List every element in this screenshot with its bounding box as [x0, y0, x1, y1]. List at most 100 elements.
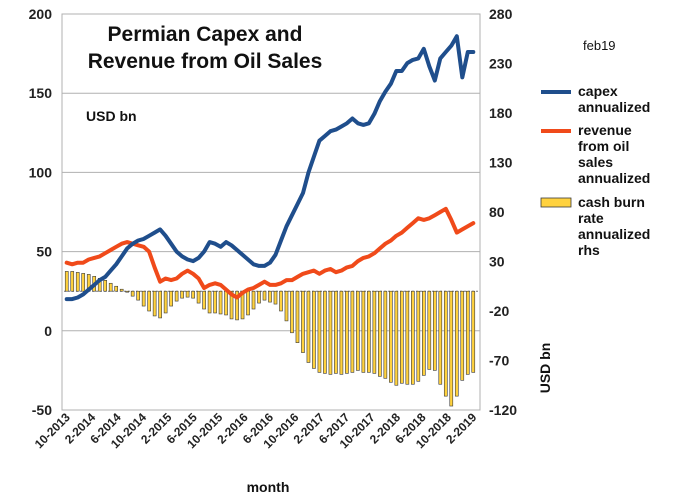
- cash-burn-bar: [416, 290, 421, 382]
- cash_burn-legend-label: rhs: [578, 242, 600, 258]
- cash-burn-bar: [108, 282, 113, 292]
- cash-burn-bar: [438, 290, 443, 385]
- cash-burn-bar: [279, 290, 283, 312]
- cash-burn-bar: [251, 290, 256, 310]
- cash-burn-bar: [361, 290, 366, 373]
- cash_burn-legend-label: annualized: [578, 226, 650, 242]
- revenue-legend-label: revenue: [578, 122, 632, 138]
- cash-burn-bar: [301, 290, 305, 353]
- cash-burn-bar: [290, 290, 294, 334]
- x-axis-label: month: [247, 479, 290, 495]
- cash-burn-bar: [422, 290, 426, 376]
- cash-burn-bar: [81, 273, 86, 292]
- cash-burn-bar: [191, 290, 195, 299]
- cash-burn-bar: [196, 290, 201, 304]
- cash-burn-bar: [443, 290, 448, 397]
- right-axis-label: USD bn: [537, 343, 553, 394]
- cash-burn-bar: [295, 290, 300, 343]
- cash-burn-bar: [454, 290, 459, 397]
- cash-burn-bar: [268, 290, 272, 303]
- revenue-legend-label: sales: [578, 154, 613, 170]
- cash-burn-bar: [465, 290, 470, 375]
- cash-burn-bar: [235, 290, 239, 321]
- right-tick-label: 230: [489, 56, 513, 72]
- cash-burn-bar: [180, 290, 184, 299]
- cash-burn-bar: [103, 280, 108, 292]
- cash-burn-bar: [284, 290, 289, 322]
- cash_burn-legend-label: cash burn: [578, 194, 645, 210]
- right-tick-label: -20: [489, 303, 509, 319]
- chart-title-line2: Revenue from Oil Sales: [88, 50, 323, 73]
- cash-burn-bar: [202, 290, 206, 310]
- cash-burn-bar: [257, 290, 261, 304]
- right-tick-label: 180: [489, 105, 513, 121]
- series-lines: [64, 34, 476, 302]
- cash-burn-bar: [207, 290, 212, 314]
- cash-burn-bar: [400, 290, 404, 384]
- x-axis-ticks: 10-20132-20146-201410-20142-20156-201510…: [32, 410, 480, 451]
- capex-line: [64, 34, 476, 302]
- cash-burn-bar: [427, 290, 432, 370]
- left-tick-label: 150: [29, 85, 53, 101]
- cash_burn-legend-label: rate: [578, 210, 604, 226]
- cash-burn-bar: [383, 290, 388, 379]
- cash-burn-bar: [119, 288, 124, 292]
- cash-burn-bar: [70, 271, 75, 292]
- cash-burn-bar: [64, 271, 69, 292]
- cash-burn-bar: [411, 290, 415, 385]
- cash-burn-bar: [262, 290, 267, 301]
- right-tick-label: -120: [489, 402, 517, 418]
- capex-legend-label: annualized: [578, 99, 650, 115]
- cash-burn-bar: [367, 290, 371, 373]
- cash-burn-bar: [356, 290, 360, 371]
- right-tick-label: -70: [489, 353, 509, 369]
- right-tick-label: 80: [489, 204, 505, 220]
- cash-burn-bar: [185, 290, 190, 298]
- right-axis-ticks: 280 230 180 130 80 30 -20 -70 -120: [489, 6, 517, 418]
- left-tick-label: 100: [29, 164, 53, 180]
- cash-burn-bar: [273, 290, 278, 305]
- cash-burn-bar: [213, 290, 217, 314]
- cash-burn-bar: [229, 290, 234, 320]
- plot-area: [61, 13, 481, 411]
- cash-burn-bar: [163, 290, 168, 314]
- left-axis-ticks: 200 150 100 50 0 -50: [29, 6, 53, 418]
- cash-burn-bar: [306, 290, 311, 363]
- right-tick-label: 30: [489, 254, 505, 270]
- cash-burn-bar: [334, 290, 338, 374]
- revenue-legend-label: from oil: [578, 138, 629, 154]
- cash-burn-bar: [389, 290, 393, 383]
- cash-burn-bar: [218, 290, 223, 315]
- cash-burn-bar: [158, 290, 162, 319]
- unit-label: USD bn: [86, 108, 137, 124]
- cash-burn-bar: [75, 272, 80, 292]
- cash-burn-bar: [152, 290, 157, 317]
- cash-burn-bar: [372, 290, 377, 374]
- cash-burn-bar: [246, 290, 250, 316]
- cash-burn-bar: [378, 290, 382, 377]
- cash-burn-bar: [141, 290, 146, 307]
- cash-burn-bar: [125, 290, 129, 293]
- cash-burn-bar: [174, 290, 179, 302]
- cash-burn-bar: [130, 290, 135, 297]
- left-tick-label: 50: [36, 244, 52, 260]
- cash-burn-bar: [328, 290, 333, 375]
- capex-legend-label: capex: [578, 83, 618, 99]
- cash-burn-bars: [64, 271, 476, 407]
- cash-burn-bar: [147, 290, 151, 312]
- cash-burn-bar: [449, 290, 454, 407]
- right-tick-label: 280: [489, 6, 513, 22]
- cash-burn-bar: [323, 290, 327, 374]
- cash-burn-bar: [136, 290, 140, 301]
- chart-title-line1: Permian Capex and: [108, 23, 303, 46]
- cash-burn-bar: [317, 290, 322, 373]
- legend-box: [533, 78, 681, 270]
- left-tick-label: 0: [44, 323, 52, 339]
- cash-burn-bar: [224, 290, 228, 316]
- cash-burn-bar: [432, 290, 437, 371]
- cash-burn-bar: [405, 290, 410, 385]
- cash-burn-bar: [339, 290, 344, 375]
- cash-burn-bar: [460, 290, 465, 381]
